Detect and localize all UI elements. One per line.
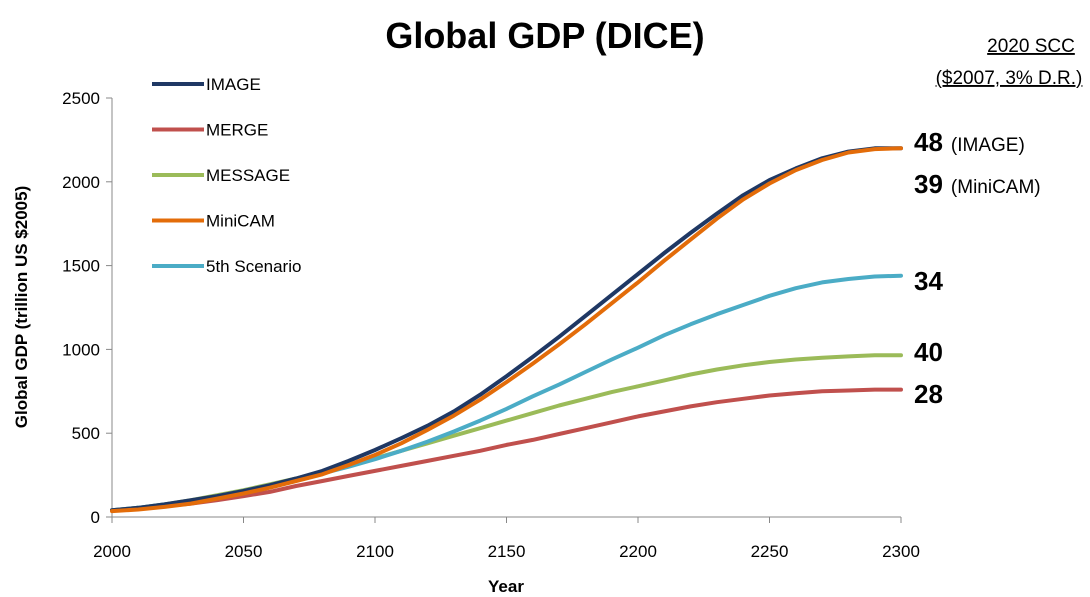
- x-tick-label: 2250: [751, 542, 789, 561]
- x-axis-label: Year: [488, 577, 524, 596]
- series-lines: [110, 146, 903, 514]
- scc-entry-image: 48 (IMAGE): [914, 127, 1025, 157]
- y-tick-label: 0: [91, 508, 100, 527]
- scc-entry-message: 40: [914, 337, 943, 367]
- x-tick-label: 2200: [619, 542, 657, 561]
- x-tick-label: 2050: [225, 542, 263, 561]
- legend-label-message: MESSAGE: [206, 166, 290, 185]
- legend: IMAGE MERGE MESSAGE MiniCAM 5th Scenario: [152, 75, 301, 276]
- x-tick-label: 2100: [356, 542, 394, 561]
- chart-title: Global GDP (DICE): [385, 15, 704, 56]
- x-tick-label: 2150: [488, 542, 526, 561]
- x-tick-label: 2000: [93, 542, 131, 561]
- plot-area: 0 500 1000 1500 2000 2500 2000 2050 2100 2150 2200…: [62, 89, 920, 561]
- scc-entry-5th-scenario: 34: [914, 266, 943, 296]
- series-line-minicam: [110, 146, 903, 514]
- y-tick-label: 1000: [62, 340, 100, 359]
- scc-entry-minicam: 39 (MiniCAM): [914, 169, 1041, 199]
- legend-label-5th-scenario: 5th Scenario: [206, 257, 301, 276]
- series-line-merge: [110, 387, 903, 513]
- scc-annotations: 2020 SCC ($2007, 3% D.R.) 48 (IMAGE) 39 (M…: [914, 36, 1082, 409]
- axis-ticks: 0 500 1000 1500 2000 2500 2000 2050 2100 2150 2200…: [62, 89, 920, 561]
- x-tick-label: 2300: [882, 542, 920, 561]
- y-tick-label: 500: [72, 424, 100, 443]
- series-line-image: [110, 146, 903, 513]
- y-tick-label: 1500: [62, 257, 100, 276]
- scc-entry-merge: 28: [914, 379, 943, 409]
- y-axis-label: Global GDP (trillion US $2005): [12, 186, 31, 428]
- legend-label-minicam: MiniCAM: [206, 212, 275, 231]
- y-tick-label: 2500: [62, 89, 100, 108]
- scc-header-line1: 2020 SCC: [987, 36, 1075, 57]
- legend-label-merge: MERGE: [206, 121, 268, 140]
- legend-label-image: IMAGE: [206, 75, 261, 94]
- scc-header-line2: ($2007, 3% D.R.): [936, 68, 1083, 89]
- y-tick-label: 2000: [62, 173, 100, 192]
